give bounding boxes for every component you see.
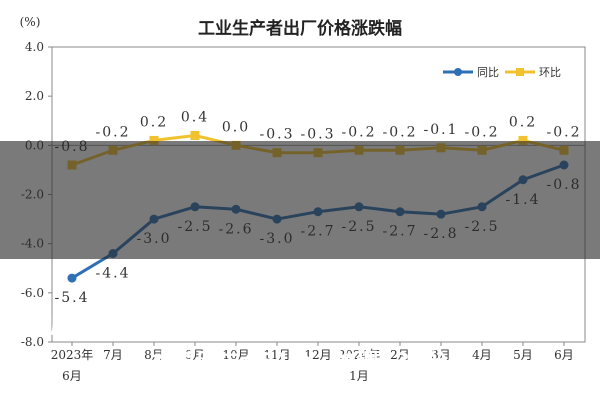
x-tick-label: 6月: [554, 348, 574, 362]
x-tick-label: 8月: [144, 348, 164, 362]
data-label-yoy: -4.4: [96, 266, 131, 282]
data-label-mom: -0.2: [342, 124, 377, 140]
legend-marker-yoy: [454, 68, 462, 76]
data-point-yoy: [67, 273, 77, 283]
data-label-mom: -0.2: [96, 124, 131, 140]
y-axis-unit: (%): [20, 15, 41, 29]
x-tick-label: 7月: [103, 348, 123, 362]
data-label-mom: 0.4: [181, 110, 209, 126]
headline-overlay[interactable]: 股票操盘手下载配资 2025广东高考放榜！普通类 本科历史464分，物理436分: [0, 141, 600, 375]
x-tick-label: 12月: [304, 348, 331, 362]
data-point-mom: [149, 135, 159, 145]
data-label-yoy: -5.4: [55, 290, 90, 306]
headline-line-1: 股票操盘手下载配资 2025广东高考放榜！普通类: [50, 314, 550, 339]
x-tick-label: 4月: [472, 348, 492, 362]
x-tick-label: 2月: [390, 348, 410, 362]
legend-label: 环比: [539, 66, 561, 79]
legend-marker-mom: [516, 68, 524, 76]
y-tick-label: -6.0: [21, 286, 44, 300]
data-label-mom: -0.2: [465, 124, 500, 140]
chart-title: 工业生产者出厂价格涨跌幅: [198, 18, 402, 39]
y-tick-label: 2.0: [25, 89, 44, 103]
x-tick-label: 2024年: [338, 348, 381, 362]
x-tick-label: 9月: [185, 348, 205, 362]
x-tick-label: 5月: [513, 348, 533, 362]
y-tick-label: -8.0: [21, 335, 44, 349]
data-label-mom: -0.3: [301, 127, 336, 143]
headline-line-2: 本科历史464分，物理436分: [151, 350, 449, 375]
x-tick-label: 11月: [263, 348, 290, 362]
data-label-mom: 0.0: [222, 119, 250, 135]
data-label-mom: 0.2: [140, 114, 168, 130]
data-point-mom: [190, 131, 200, 140]
x-tick-label: 1月: [349, 369, 369, 383]
data-label-mom: -0.3: [260, 127, 295, 143]
x-tick-label: 3月: [431, 348, 451, 362]
data-label-mom: -0.2: [547, 124, 582, 140]
data-point-mom: [518, 135, 528, 145]
data-label-mom: 0.2: [509, 114, 537, 130]
y-tick-label: 4.0: [25, 40, 44, 54]
x-tick-label: 10月: [222, 348, 249, 362]
data-label-mom: -0.1: [424, 122, 459, 138]
x-tick-label: 6月: [62, 369, 82, 383]
data-label-mom: -0.2: [383, 124, 418, 140]
x-tick-label: 2023年: [51, 348, 94, 362]
legend-label: 同比: [477, 66, 499, 79]
